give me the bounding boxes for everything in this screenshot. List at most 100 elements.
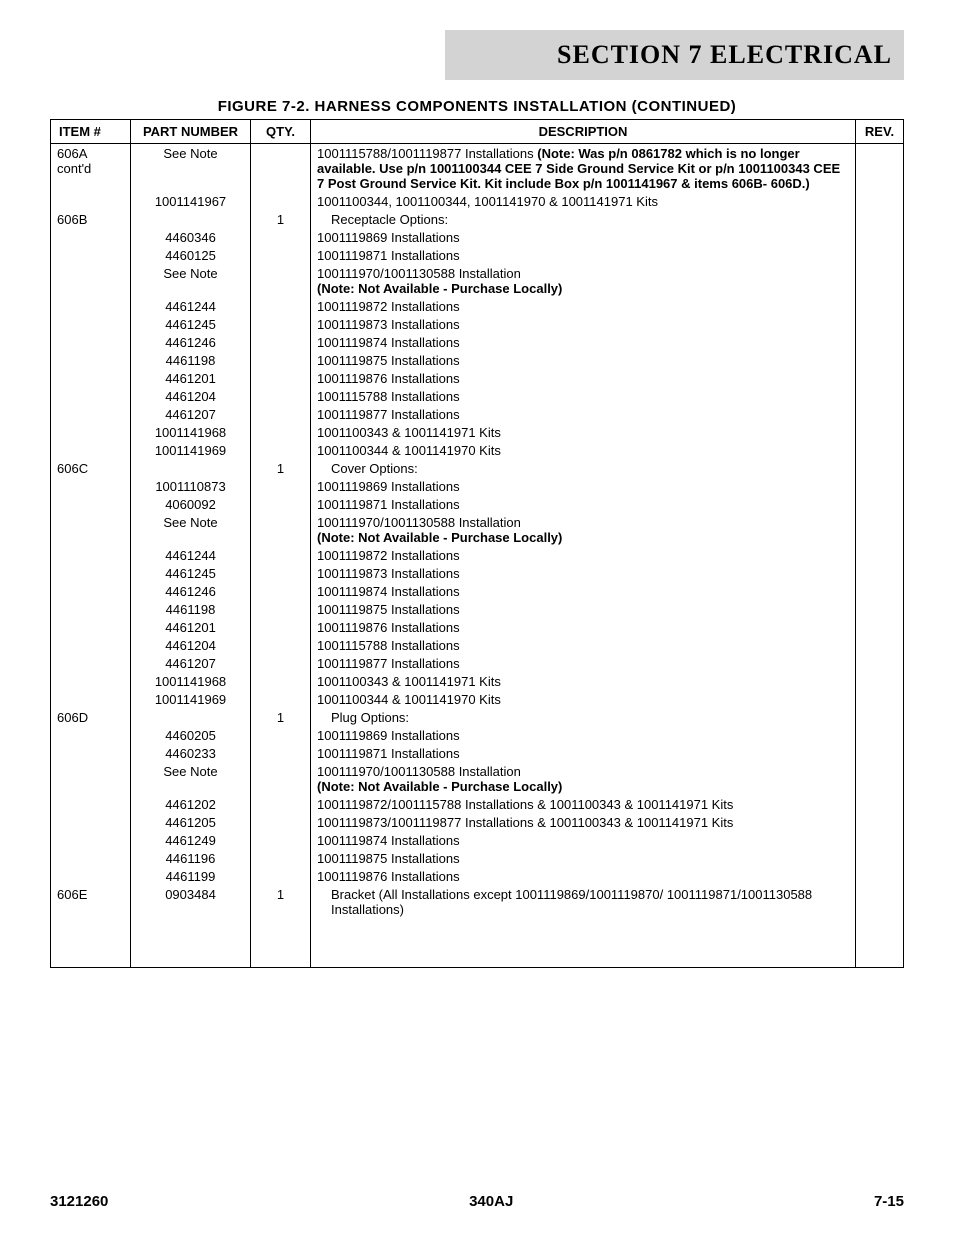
cell-desc: 100111970/1001130588 Installation(Note: … xyxy=(311,513,856,546)
col-header-rev: REV. xyxy=(856,120,904,144)
cell-desc: 1001119872/1001115788 Installations & 10… xyxy=(311,795,856,813)
cell-rev xyxy=(856,636,904,654)
cell-item xyxy=(51,831,131,849)
cell-rev xyxy=(856,477,904,495)
table-row: 44611981001119875 Installations xyxy=(51,600,904,618)
cell-qty xyxy=(251,423,311,441)
cell-rev xyxy=(856,210,904,228)
cell-part: See Note xyxy=(131,144,251,193)
cell-part: 4461244 xyxy=(131,297,251,315)
footer-right: 7-15 xyxy=(874,1193,904,1210)
table-row: 606C1Cover Options: xyxy=(51,459,904,477)
cell-rev xyxy=(856,441,904,459)
cell-qty xyxy=(251,495,311,513)
cell-rev xyxy=(856,246,904,264)
table-row: 4460346 1001119869 Installations xyxy=(51,228,904,246)
cell-part: 4461198 xyxy=(131,600,251,618)
page-footer: 3121260 340AJ 7-15 xyxy=(50,1193,904,1210)
cell-qty xyxy=(251,564,311,582)
cell-qty xyxy=(251,831,311,849)
cell-part: 1001141969 xyxy=(131,441,251,459)
cell-part xyxy=(131,708,251,726)
cell-qty xyxy=(251,618,311,636)
cell-part: 1001141968 xyxy=(131,672,251,690)
cell-qty xyxy=(251,192,311,210)
cell-qty xyxy=(251,744,311,762)
cell-qty xyxy=(251,264,311,297)
cell-part: 4461204 xyxy=(131,387,251,405)
cell-rev xyxy=(856,849,904,867)
cell-item xyxy=(51,246,131,264)
cell-part: 4461245 xyxy=(131,315,251,333)
table-row: 44612441001119872 Installations xyxy=(51,297,904,315)
cell-rev xyxy=(856,762,904,795)
cell-rev xyxy=(856,726,904,744)
cell-qty: 1 xyxy=(251,885,311,967)
cell-desc: 1001119876 Installations xyxy=(311,618,856,636)
cell-rev xyxy=(856,618,904,636)
table-row: 4461204 1001115788 Installations xyxy=(51,387,904,405)
cell-rev xyxy=(856,459,904,477)
table-row: 606B1Receptacle Options: xyxy=(51,210,904,228)
cell-desc: 1001119869 Installations xyxy=(311,228,856,246)
cell-desc: 1001119876 Installations xyxy=(311,867,856,885)
cell-qty: 1 xyxy=(251,708,311,726)
cell-qty xyxy=(251,333,311,351)
cell-desc: 1001119877 Installations xyxy=(311,654,856,672)
cell-part: 4460346 xyxy=(131,228,251,246)
cell-item xyxy=(51,228,131,246)
cell-part: 1001141969 xyxy=(131,690,251,708)
cell-desc: 1001115788 Installations xyxy=(311,387,856,405)
cell-item xyxy=(51,513,131,546)
cell-part: See Note xyxy=(131,264,251,297)
table-row: 44611961001119875 Installations xyxy=(51,849,904,867)
cell-desc: Receptacle Options: xyxy=(311,210,856,228)
cell-desc: 1001119869 Installations xyxy=(311,726,856,744)
cell-rev xyxy=(856,144,904,193)
cell-part: 4461246 xyxy=(131,582,251,600)
cell-rev xyxy=(856,297,904,315)
cell-qty xyxy=(251,315,311,333)
cell-part: See Note xyxy=(131,762,251,795)
cell-rev xyxy=(856,333,904,351)
cell-desc: 1001115788 Installations xyxy=(311,636,856,654)
table-row: 4461201 1001119876 Installations xyxy=(51,618,904,636)
cell-desc: 100111970/1001130588 Installation(Note: … xyxy=(311,264,856,297)
cell-item xyxy=(51,369,131,387)
cell-qty xyxy=(251,513,311,546)
table-row: 44602051001119869 Installations xyxy=(51,726,904,744)
cell-item xyxy=(51,726,131,744)
cell-item xyxy=(51,654,131,672)
cell-qty xyxy=(251,405,311,423)
cell-item xyxy=(51,546,131,564)
cell-item xyxy=(51,315,131,333)
cell-part: 4461207 xyxy=(131,654,251,672)
table-row: 606E09034841Bracket (All Installations e… xyxy=(51,885,904,967)
table-row: 44612451001119873 Installations xyxy=(51,315,904,333)
cell-rev xyxy=(856,387,904,405)
cell-qty xyxy=(251,369,311,387)
cell-rev xyxy=(856,228,904,246)
cell-desc: 1001100343 & 1001141971 Kits xyxy=(311,423,856,441)
cell-part: 4461201 xyxy=(131,618,251,636)
table-row: 40600921001119871 Installations xyxy=(51,495,904,513)
cell-desc: 1001119876 Installations xyxy=(311,369,856,387)
table-row: 44611991001119876 Installations xyxy=(51,867,904,885)
col-header-qty: QTY. xyxy=(251,120,311,144)
cell-desc: 1001119871 Installations xyxy=(311,744,856,762)
cell-part: 1001110873 xyxy=(131,477,251,495)
cell-qty xyxy=(251,636,311,654)
cell-qty xyxy=(251,246,311,264)
cell-item xyxy=(51,495,131,513)
cell-desc: 1001100344 & 1001141970 Kits xyxy=(311,690,856,708)
cell-desc: 1001119873/1001119877 Installations & 10… xyxy=(311,813,856,831)
cell-qty xyxy=(251,351,311,369)
col-header-desc: DESCRIPTION xyxy=(311,120,856,144)
figure-title: FIGURE 7-2. HARNESS COMPONENTS INSTALLAT… xyxy=(50,98,904,115)
cell-qty xyxy=(251,726,311,744)
table-row: 44612491001119874 Installations xyxy=(51,831,904,849)
cell-qty xyxy=(251,387,311,405)
cell-part: 1001141968 xyxy=(131,423,251,441)
cell-rev xyxy=(856,192,904,210)
cell-rev xyxy=(856,423,904,441)
